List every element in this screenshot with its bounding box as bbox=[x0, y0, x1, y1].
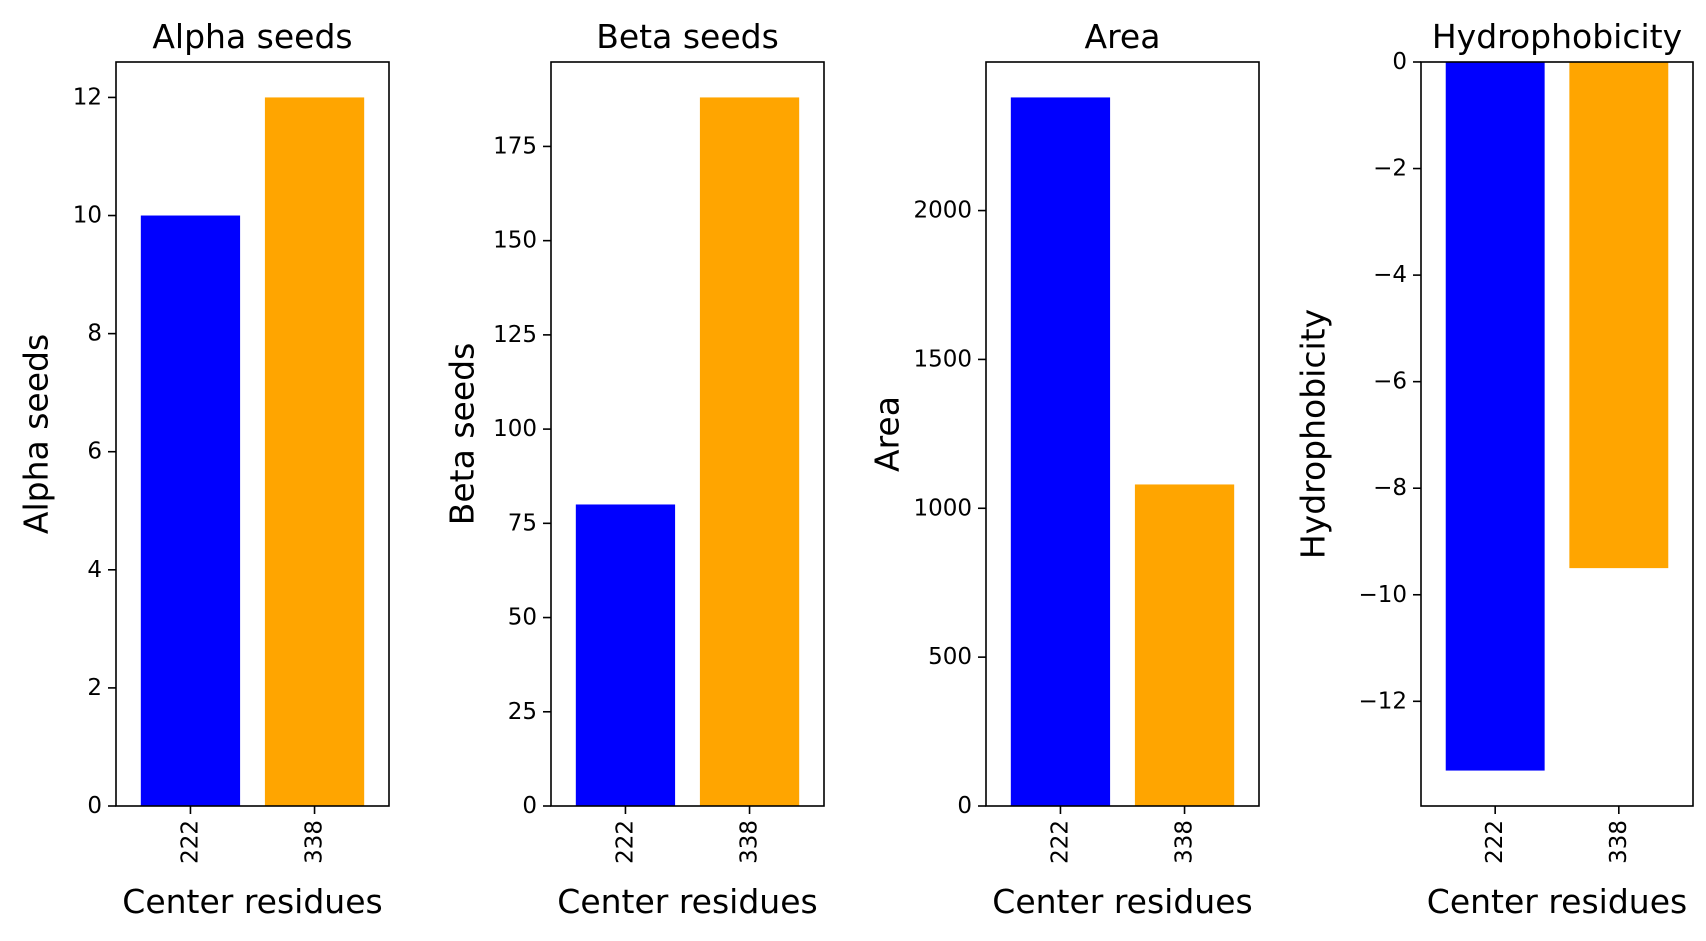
chart-panel-1: 0 2 4 6 8 10 12 222 338 Alpha seeds Center residue… bbox=[17, 17, 390, 921]
y-tick-label: 6 bbox=[87, 439, 102, 465]
y-tick-label: −10 bbox=[1358, 582, 1407, 608]
chart-title: Hydrophobicity bbox=[1432, 17, 1682, 56]
chart-title: Area bbox=[1085, 17, 1161, 56]
y-tick-label: 1000 bbox=[913, 495, 972, 521]
y-tick-label: 12 bbox=[73, 84, 102, 110]
x-tick-label: 222 bbox=[612, 820, 638, 864]
y-tick-label: 175 bbox=[493, 133, 537, 159]
y-tick-label: −8 bbox=[1373, 475, 1407, 501]
bar-338 bbox=[264, 97, 365, 807]
y-tick-label: 2 bbox=[87, 675, 102, 701]
bar-222 bbox=[140, 215, 241, 806]
plot-frame bbox=[550, 61, 825, 807]
bar-222 bbox=[575, 504, 676, 806]
bar-338 bbox=[1569, 62, 1669, 569]
x-axis-label: Center residues bbox=[1427, 882, 1687, 921]
x-tick-label: 338 bbox=[737, 820, 763, 864]
y-axis-label: Area bbox=[868, 396, 907, 472]
plot-frame bbox=[985, 61, 1260, 807]
x-axis-label: Center residues bbox=[122, 882, 382, 921]
bar-338 bbox=[1134, 484, 1235, 806]
y-tick-label: 125 bbox=[493, 322, 537, 348]
plot-frame bbox=[1420, 61, 1694, 807]
y-tick-label: −6 bbox=[1373, 369, 1407, 395]
y-tick-label: 0 bbox=[87, 793, 102, 819]
x-tick-label: 222 bbox=[1047, 820, 1073, 864]
y-tick-label: −2 bbox=[1373, 156, 1407, 182]
y-tick-label: 0 bbox=[957, 793, 972, 819]
x-tick-label: 338 bbox=[302, 820, 328, 864]
y-tick-label: 0 bbox=[522, 793, 537, 819]
x-tick-label: 338 bbox=[1172, 820, 1198, 864]
y-tick-label: 1500 bbox=[913, 346, 972, 372]
plot-frame bbox=[115, 61, 390, 807]
x-axis-label: Center residues bbox=[557, 882, 817, 921]
y-tick-label: 8 bbox=[87, 321, 102, 347]
bar-338 bbox=[699, 97, 800, 807]
y-tick-label: 2000 bbox=[913, 198, 972, 224]
x-tick-label: 222 bbox=[1482, 820, 1508, 864]
chart-title: Alpha seeds bbox=[152, 17, 352, 56]
y-tick-label: 4 bbox=[87, 557, 102, 583]
chart-title: Beta seeds bbox=[596, 17, 779, 56]
x-tick-label: 338 bbox=[1606, 820, 1632, 864]
y-tick-label: 75 bbox=[508, 510, 537, 536]
y-tick-label: 150 bbox=[493, 228, 537, 254]
y-tick-label: 10 bbox=[73, 203, 102, 229]
y-axis-label: Alpha seeds bbox=[17, 334, 56, 534]
x-axis-label: Center residues bbox=[992, 882, 1252, 921]
y-tick-label: 50 bbox=[508, 605, 537, 631]
y-tick-label: 25 bbox=[508, 699, 537, 725]
y-tick-label: −12 bbox=[1358, 688, 1407, 714]
x-tick-label: 222 bbox=[177, 820, 203, 864]
chart-panel-4: 0 −2 −4 −6 −8 −10 −12 222 338 Hydrophobicity Cente… bbox=[1294, 17, 1694, 921]
chart-panel-2: 0 25 50 75 100 125 150 175 222 338 Beta seeds Cente… bbox=[443, 17, 825, 921]
bar-222 bbox=[1010, 97, 1111, 807]
chart-panel-3: 0 500 1000 1500 2000 222 338 Area Center residue… bbox=[868, 17, 1260, 921]
y-tick-label: 500 bbox=[928, 644, 972, 670]
y-tick-label: 100 bbox=[493, 416, 537, 442]
y-axis-label: Beta seeds bbox=[443, 343, 482, 526]
y-tick-label: 0 bbox=[1392, 49, 1407, 75]
y-tick-label: −4 bbox=[1373, 262, 1407, 288]
y-axis-label: Hydrophobicity bbox=[1294, 309, 1333, 559]
bar-222 bbox=[1445, 62, 1545, 771]
